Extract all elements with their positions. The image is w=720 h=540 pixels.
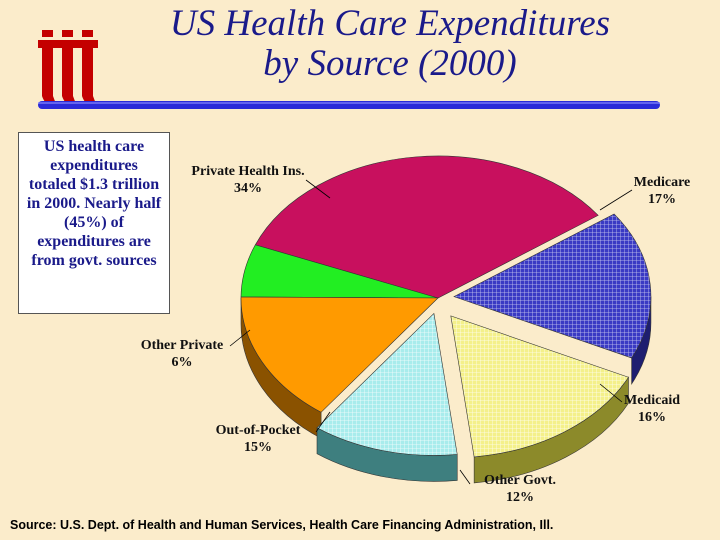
- pie-slice-medicare: [453, 213, 652, 385]
- slice-value-private-health-ins: 34%: [234, 181, 262, 196]
- pie-slice-top-out-of-pocket: [240, 296, 439, 413]
- slice-label-other-govt: Other Govt.: [484, 473, 556, 488]
- source-note: Source: U.S. Dept. of Health and Human S…: [10, 518, 554, 532]
- page-title: US Health Care Expenditures by Source (2…: [110, 4, 670, 84]
- leader-line-other-govt: [459, 469, 471, 485]
- summary-text-box: US health care expenditures totaled $1.3…: [18, 132, 170, 314]
- title-line-2: by Source (2000): [263, 43, 517, 84]
- pie-slice-top-medicare: [453, 213, 652, 359]
- slice-label-medicaid: Medicaid: [624, 393, 680, 408]
- leader-line-other-private: [229, 329, 251, 347]
- slice-value-medicare: 17%: [648, 192, 676, 207]
- slice-label-medicare: Medicare: [634, 175, 691, 190]
- pie-slice-private-health-ins: [254, 155, 599, 299]
- leader-line-medicaid: [599, 383, 623, 403]
- pie-slice-top-other-govt: [316, 312, 458, 456]
- slice-value-medicaid: 16%: [638, 410, 666, 425]
- leader-line-private-health-ins: [305, 179, 331, 199]
- pie-slice-top-private-health-ins: [254, 155, 599, 299]
- pie-slice-other-govt: [316, 312, 458, 482]
- slice-value-other-govt: 12%: [506, 490, 534, 505]
- slice-value-other-private: 6%: [172, 355, 193, 370]
- slice-label-private-health-ins: Private Health Ins.: [191, 164, 304, 179]
- slice-label-out-of-pocket: Out-of-Pocket: [216, 423, 301, 438]
- title-underline: [38, 101, 660, 109]
- slice-value-out-of-pocket: 15%: [244, 440, 272, 455]
- pie-slice-medicaid: [450, 315, 629, 484]
- pie-slice-top-medicaid: [450, 315, 629, 458]
- leader-line-medicare: [599, 189, 633, 211]
- slice-label-other-private: Other Private: [141, 338, 224, 353]
- pie-slice-out-of-pocket: [240, 296, 439, 439]
- title-line-1: US Health Care Expenditures: [169, 3, 611, 44]
- leader-line-out-of-pocket: [315, 411, 331, 433]
